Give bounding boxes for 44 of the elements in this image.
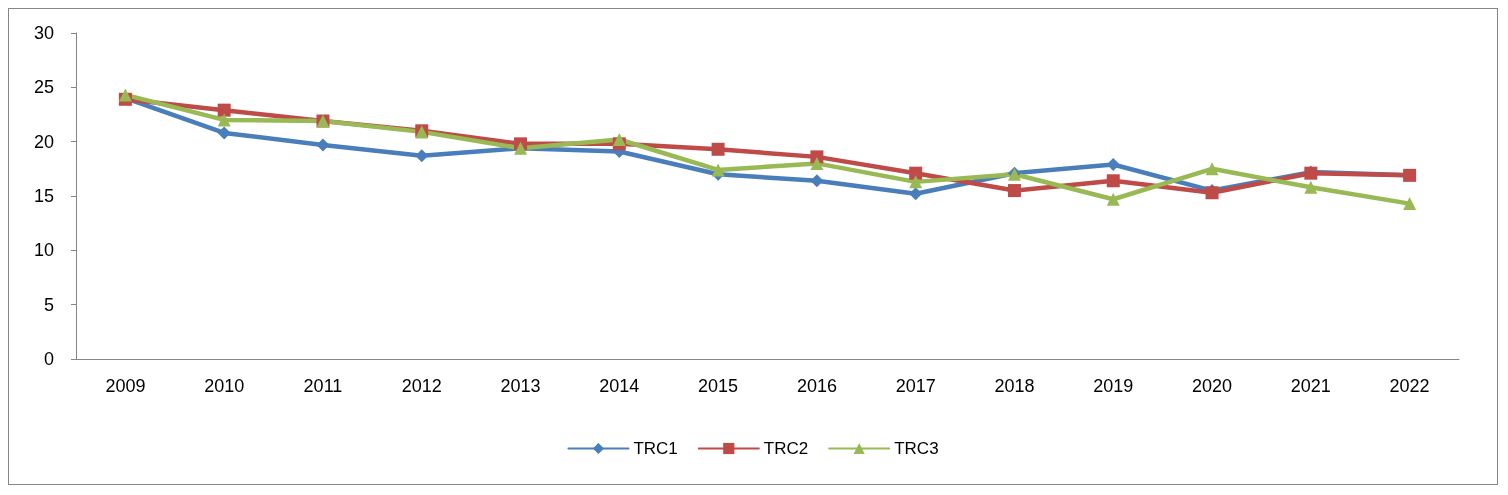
y-tick-label: 10: [33, 240, 54, 261]
point: [217, 126, 231, 140]
x-tick-label: 2012: [401, 376, 442, 396]
point: [711, 163, 725, 177]
x-tick-label: 2021: [1290, 376, 1331, 396]
point: [316, 138, 330, 152]
point: [909, 175, 923, 189]
y-tick-label: 20: [33, 131, 54, 152]
point: [909, 187, 923, 201]
point: [1106, 192, 1120, 206]
x-tick-label: 2014: [599, 376, 640, 396]
x-tick-label: 2013: [500, 376, 541, 396]
y-tick-label: 30: [33, 23, 54, 43]
point: [415, 149, 429, 163]
x-tick-label: 2019: [1093, 376, 1134, 396]
legend-label: TRC3: [894, 439, 939, 458]
legend-label: TRC2: [763, 439, 809, 458]
x-tick-label: 2011: [303, 376, 343, 396]
x-tick-label: 2017: [895, 376, 936, 396]
point: [1205, 162, 1219, 176]
point: [1403, 197, 1417, 211]
point: [1106, 157, 1120, 171]
point: [1304, 180, 1318, 194]
point: [217, 113, 231, 127]
x-tick-label: 2010: [204, 376, 245, 396]
point: [217, 103, 231, 117]
x-tick-label: 2016: [796, 376, 837, 396]
point: [810, 174, 824, 188]
x-tick-label: 2020: [1192, 376, 1233, 396]
x-tick-label: 2015: [698, 376, 739, 396]
point: [711, 142, 725, 156]
point: [909, 166, 923, 180]
point: [1007, 184, 1021, 198]
y-tick-label: 0: [43, 349, 54, 369]
point: [810, 156, 824, 170]
x-tick-label: 2022: [1389, 376, 1430, 396]
x-tick-label: 2018: [994, 376, 1035, 396]
legend-label: TRC1: [633, 439, 678, 458]
point: [612, 132, 626, 146]
y-tick-label: 5: [43, 294, 54, 315]
y-tick-label: 15: [33, 186, 54, 206]
x-tick-label: 2009: [105, 376, 146, 396]
point: [1106, 174, 1120, 188]
y-tick-label: 25: [33, 77, 54, 98]
